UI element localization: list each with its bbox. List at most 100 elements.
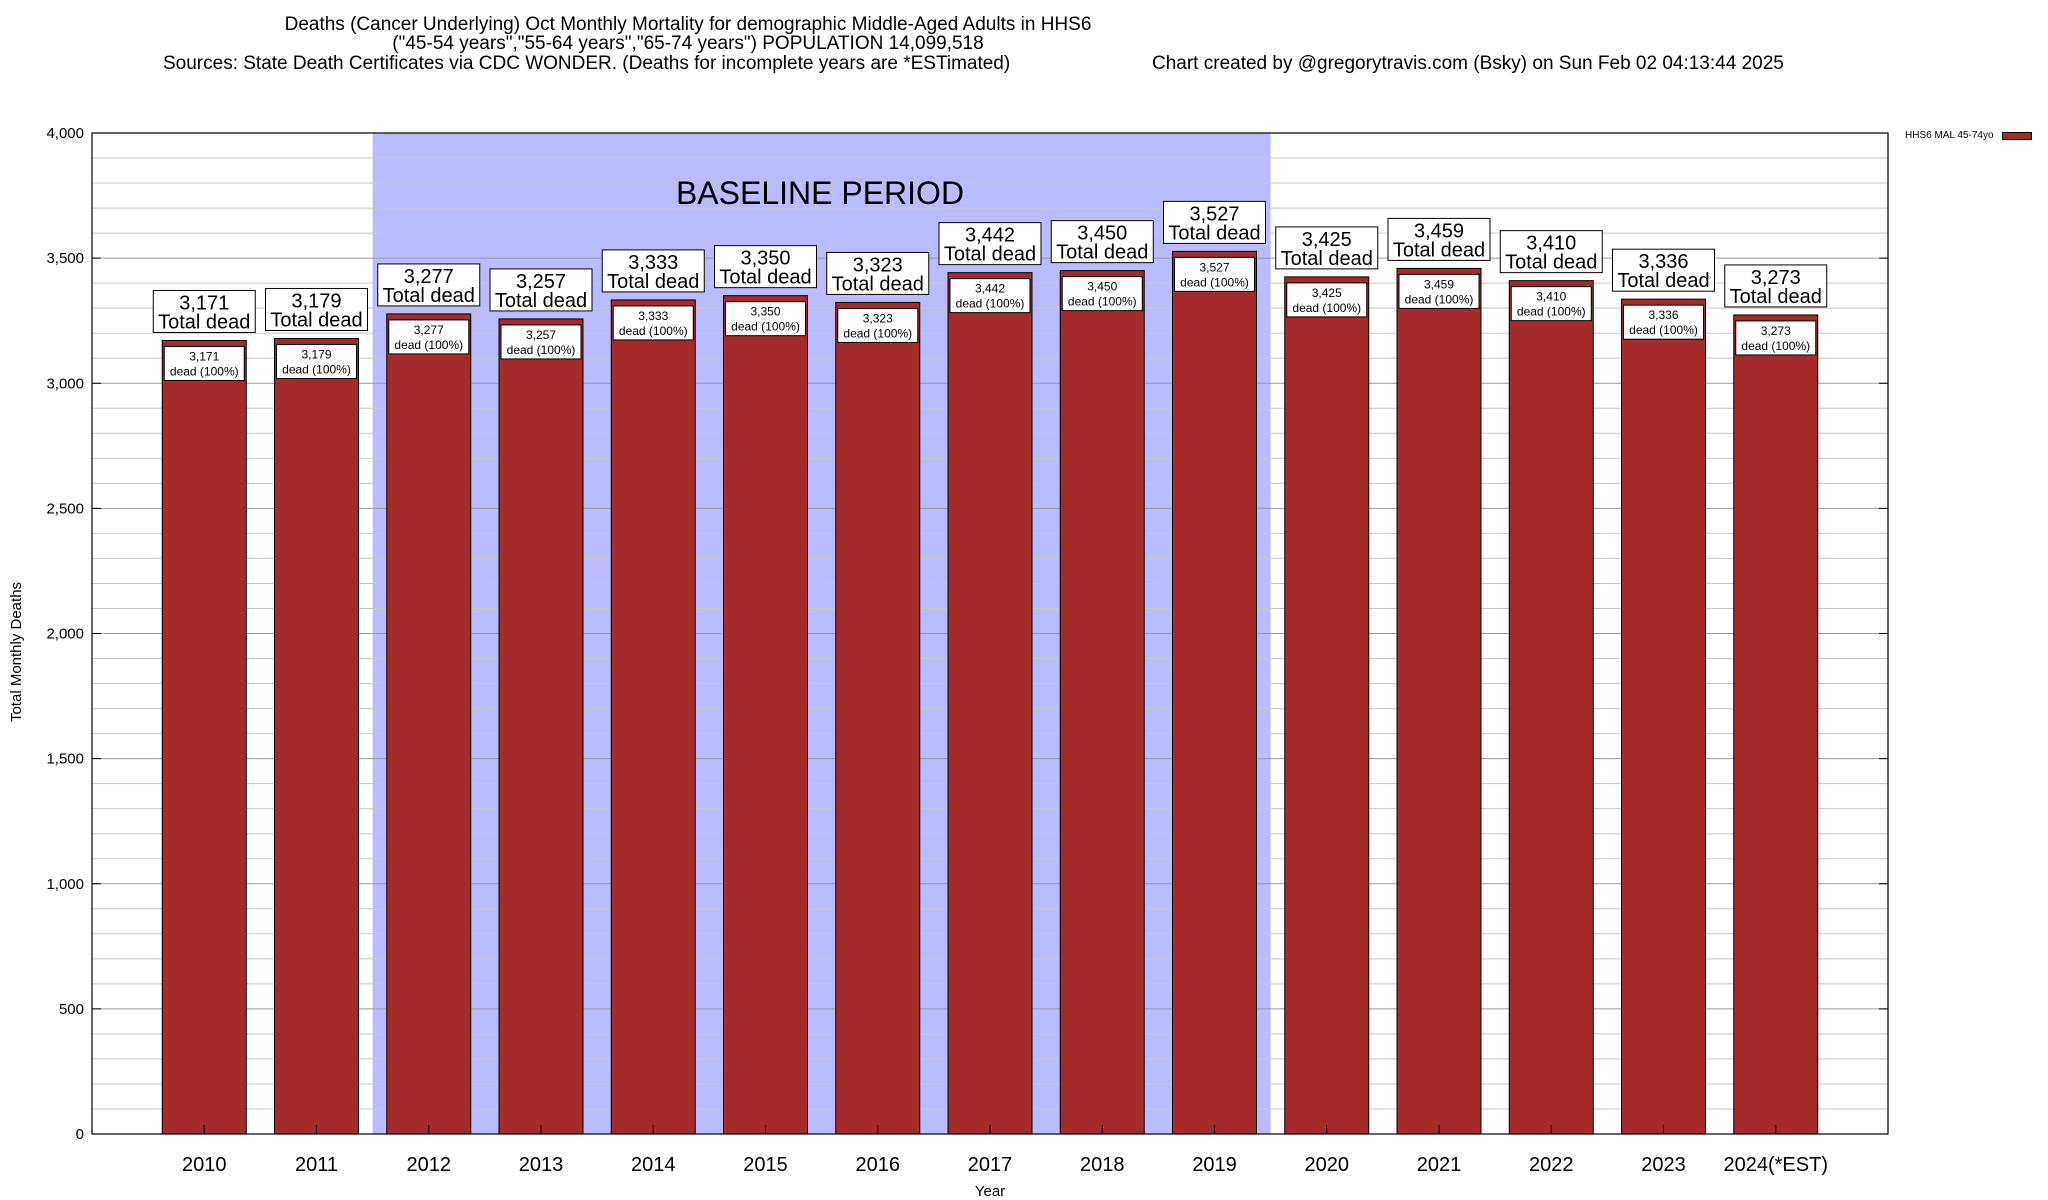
inner-label-box bbox=[1623, 304, 1704, 340]
inner-label-value: 3,171 bbox=[189, 349, 219, 363]
bar bbox=[1059, 270, 1145, 1135]
total-label-value: 3,323 bbox=[853, 254, 903, 276]
inner-label-box bbox=[1735, 320, 1817, 356]
total-label-suffix: Total dead bbox=[270, 309, 362, 331]
total-label-suffix: Total dead bbox=[1168, 222, 1260, 244]
x-tick-label: 2017 bbox=[968, 1154, 1013, 1176]
y-tick-label: 2,500 bbox=[46, 500, 84, 517]
inner-label-box bbox=[163, 345, 245, 381]
total-label-box bbox=[1275, 226, 1379, 270]
x-tick-label: 2020 bbox=[1305, 1154, 1350, 1176]
bar bbox=[947, 272, 1033, 1135]
legend-label: HHS6 MAL 45-74yo bbox=[1905, 130, 1994, 141]
inner-label-suffix: dead (100%) bbox=[282, 362, 351, 376]
y-tick-label: 3,000 bbox=[46, 375, 84, 392]
total-label-suffix: Total dead bbox=[1505, 252, 1597, 274]
total-label-value: 3,336 bbox=[1638, 251, 1688, 273]
inner-label-box bbox=[1286, 282, 1368, 318]
inner-label-suffix: dead (100%) bbox=[1629, 323, 1698, 337]
total-label-suffix: Total dead bbox=[158, 311, 250, 333]
x-tick-label: 2015 bbox=[743, 1154, 788, 1176]
total-label-box bbox=[265, 287, 368, 331]
bar bbox=[610, 299, 696, 1135]
inner-label-value: 3,273 bbox=[1761, 324, 1791, 338]
inner-label-suffix: dead (100%) bbox=[1180, 275, 1249, 289]
inner-label-value: 3,277 bbox=[414, 323, 444, 337]
x-tick-label: 2014 bbox=[631, 1154, 676, 1176]
total-label-box bbox=[1163, 200, 1266, 244]
inner-label-suffix: dead (100%) bbox=[170, 364, 239, 378]
x-tick-label: 2012 bbox=[407, 1154, 452, 1176]
bar bbox=[274, 337, 359, 1135]
total-label-box bbox=[152, 289, 256, 333]
legend: HHS6 MAL 45-74yo bbox=[1905, 130, 2032, 141]
total-label-value: 3,442 bbox=[965, 225, 1015, 247]
total-label-value: 3,333 bbox=[628, 252, 678, 274]
x-tick-label: 2023 bbox=[1641, 1154, 1686, 1176]
y-tick-label: 500 bbox=[59, 1001, 84, 1018]
total-label-value: 3,459 bbox=[1414, 220, 1464, 242]
x-tick-label: 2018 bbox=[1080, 1154, 1125, 1176]
inner-label-value: 3,350 bbox=[750, 305, 780, 319]
inner-label-value: 3,336 bbox=[1648, 308, 1678, 322]
bar bbox=[1284, 276, 1370, 1135]
x-tick-label: 2019 bbox=[1192, 1154, 1237, 1176]
total-label-suffix: Total dead bbox=[607, 271, 699, 293]
bar bbox=[723, 295, 808, 1135]
inner-label-suffix: dead (100%) bbox=[619, 324, 688, 338]
total-label-box bbox=[601, 249, 705, 293]
sources-note: Sources: State Death Certificates via CD… bbox=[163, 53, 1011, 74]
total-label-box bbox=[489, 268, 593, 312]
total-label-box bbox=[377, 263, 481, 307]
total-label-suffix: Total dead bbox=[719, 267, 811, 289]
inner-label-suffix: dead (100%) bbox=[507, 343, 576, 357]
total-label-value: 3,527 bbox=[1189, 203, 1239, 225]
total-label-box bbox=[1499, 230, 1603, 274]
bar bbox=[161, 339, 247, 1135]
bar bbox=[1508, 280, 1594, 1135]
total-label-value: 3,350 bbox=[740, 248, 790, 270]
inner-label-value: 3,257 bbox=[526, 328, 556, 342]
bar bbox=[1396, 267, 1482, 1135]
total-label-suffix: Total dead bbox=[1056, 242, 1148, 264]
y-tick-label: 4,000 bbox=[46, 125, 84, 142]
inner-label-value: 3,442 bbox=[975, 282, 1005, 296]
total-label-suffix: Total dead bbox=[1617, 270, 1709, 292]
chart-credit: Chart created by @gregorytravis.com (Bsk… bbox=[1152, 53, 1784, 74]
chart-title: Deaths (Cancer Underlying) Oct Monthly M… bbox=[284, 14, 1092, 35]
total-label-box bbox=[1724, 264, 1828, 308]
inner-label-value: 3,410 bbox=[1536, 290, 1566, 304]
total-label-suffix: Total dead bbox=[1393, 239, 1485, 261]
legend-swatch bbox=[2001, 131, 2032, 140]
inner-label-suffix: dead (100%) bbox=[1292, 301, 1361, 315]
total-label-value: 3,277 bbox=[404, 266, 454, 288]
inner-label-value: 3,179 bbox=[301, 347, 331, 361]
total-label-suffix: Total dead bbox=[495, 290, 587, 312]
total-label-box bbox=[1387, 217, 1491, 261]
total-label-value: 3,450 bbox=[1077, 223, 1127, 245]
inner-label-box bbox=[1398, 273, 1480, 309]
total-label-box bbox=[714, 245, 817, 289]
inner-label-suffix: dead (100%) bbox=[1405, 292, 1474, 306]
bar bbox=[1172, 250, 1257, 1135]
inner-label-value: 3,333 bbox=[638, 309, 668, 323]
bar bbox=[386, 313, 472, 1135]
inner-label-value: 3,527 bbox=[1199, 260, 1229, 274]
total-label-value: 3,257 bbox=[516, 271, 566, 293]
y-tick-label: 3,500 bbox=[46, 250, 84, 267]
total-label-suffix: Total dead bbox=[832, 273, 924, 295]
y-tick-label: 1,000 bbox=[46, 876, 84, 893]
total-label-value: 3,425 bbox=[1302, 229, 1352, 251]
inner-label-box bbox=[612, 305, 694, 341]
inner-label-suffix: dead (100%) bbox=[731, 320, 800, 334]
chart-subtitle: ("45-54 years","55-64 years","65-74 year… bbox=[392, 33, 984, 54]
y-tick-label: 0 bbox=[76, 1126, 84, 1143]
inner-label-value: 3,450 bbox=[1087, 280, 1117, 294]
bar bbox=[1733, 314, 1819, 1135]
baseline-period-label: BASELINE PERIOD bbox=[676, 175, 964, 211]
inner-label-box bbox=[388, 319, 470, 355]
total-label-suffix: Total dead bbox=[1281, 248, 1373, 270]
inner-label-value: 3,425 bbox=[1312, 286, 1342, 300]
